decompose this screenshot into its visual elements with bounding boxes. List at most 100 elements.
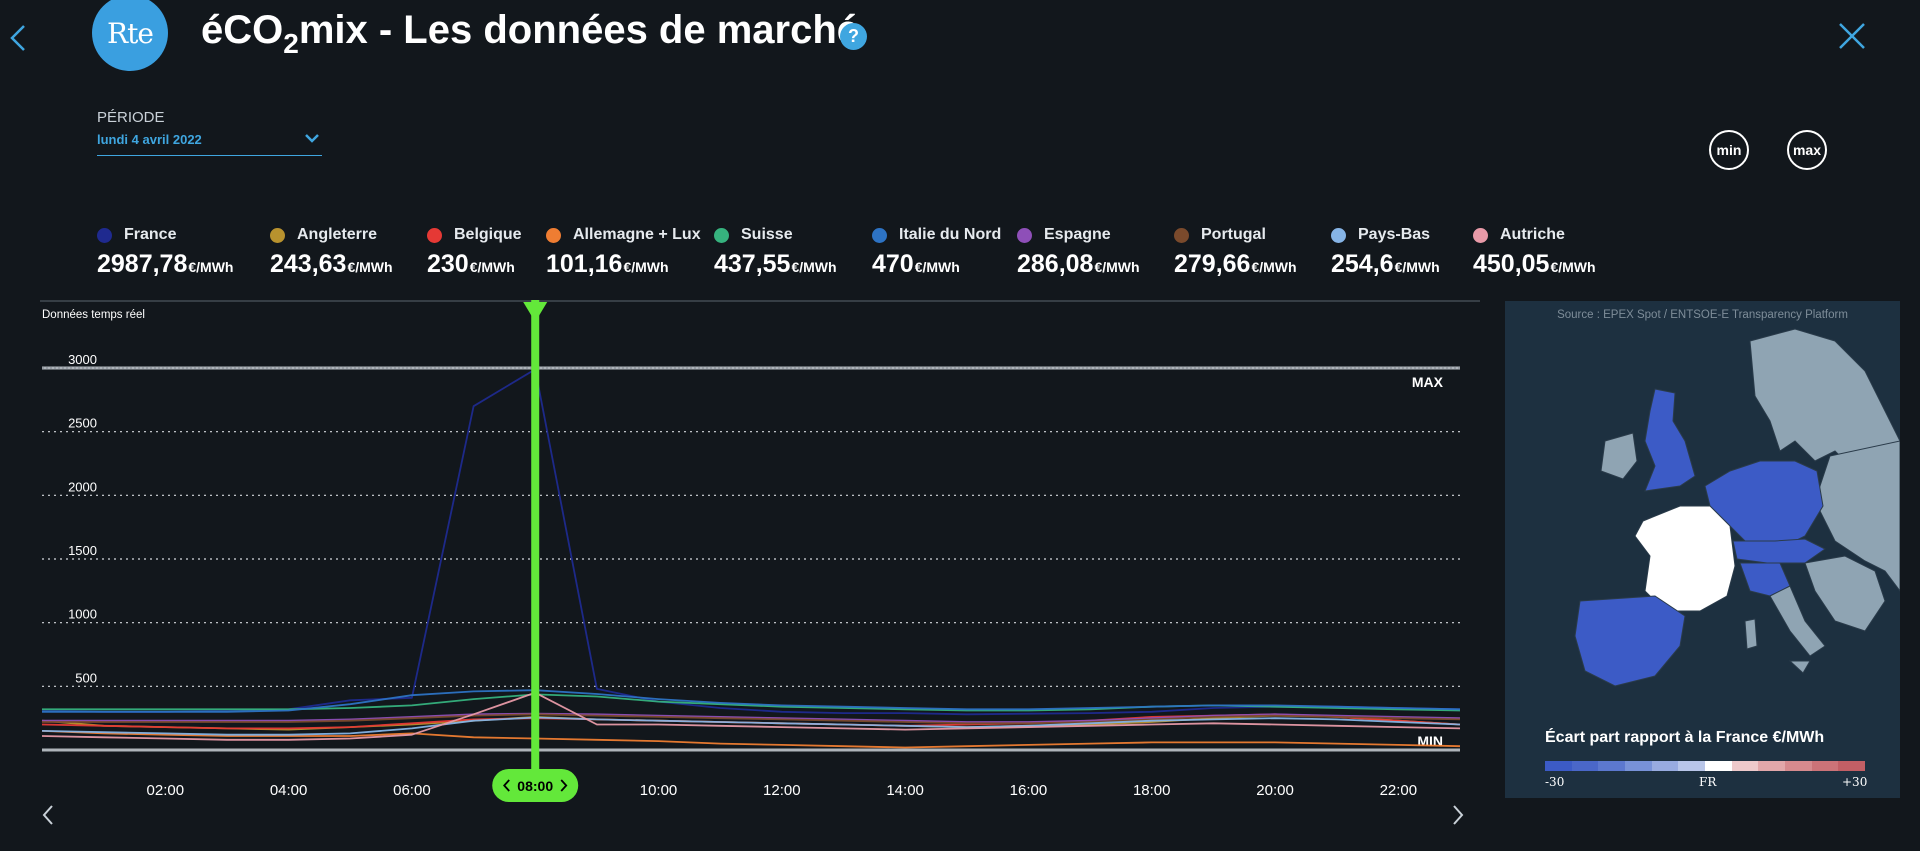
legend-value: 437,55 [714, 250, 791, 278]
legend-dot [546, 227, 561, 243]
legend-name: Belgique [454, 226, 522, 243]
map-region-alps [1732, 538, 1826, 564]
x-tick-label: 04:00 [270, 782, 308, 799]
y-tick-label: 1500 [68, 543, 97, 558]
legend-dot [1331, 227, 1346, 243]
min-button[interactable]: min [1709, 130, 1749, 170]
legend-unit: €/MWh [347, 259, 393, 275]
cursor-right-chevron [560, 779, 568, 792]
series-line-france [41, 368, 1461, 716]
map-region-ireland [1600, 432, 1638, 480]
help-icon[interactable]: ? [840, 23, 867, 50]
rte-logo: Rte [92, 0, 168, 71]
y-tick-label: 2500 [68, 416, 97, 431]
legend-value: 286,08 [1017, 250, 1094, 278]
chevron-down-icon [305, 134, 319, 143]
cursor-time-label: 08:00 [517, 778, 553, 794]
legend-value: 254,6 [1331, 250, 1394, 278]
map-region-balkans [1804, 555, 1886, 632]
legend-dot [714, 227, 729, 243]
legend-dot [1473, 227, 1488, 243]
period-select[interactable]: lundi 4 avril 2022 [97, 131, 322, 156]
price-chart: Données temps réel 500 1000 1500 2000 2500 300… [40, 300, 1480, 802]
next-day-icon[interactable] [1448, 802, 1468, 828]
y-tick-label: 2000 [68, 479, 97, 494]
legend-item[interactable]: Portugal 279,66€/MWh [1174, 226, 1297, 279]
legend-name: Pays-Bas [1358, 226, 1431, 243]
map-legend-title: Écart part rapport à la France €/MWh [1545, 729, 1825, 746]
legend-name: Portugal [1201, 226, 1266, 243]
map-region-iberia [1574, 595, 1686, 687]
y-tick-label: 3000 [68, 352, 97, 367]
legend-dot [1174, 227, 1189, 243]
map-region-sardinia [1744, 618, 1758, 650]
legend-name: Allemagne + Lux [573, 226, 701, 243]
legend-item[interactable]: Belgique 230€/MWh [427, 226, 522, 279]
map-color-scale [1545, 761, 1866, 771]
scale-min-label: -30 [1545, 775, 1565, 789]
legend-name: Espagne [1044, 226, 1111, 243]
max-label: MAX [1412, 374, 1444, 390]
x-tick-label: 02:00 [147, 782, 185, 799]
legend-item[interactable]: Espagne 286,08€/MWh [1017, 226, 1140, 279]
legend-value: 279,66 [1174, 250, 1251, 278]
map-region-italy-south [1769, 585, 1826, 657]
y-tick-label: 500 [75, 670, 97, 685]
legend-value: 230 [427, 250, 469, 278]
legend-item[interactable]: France 2987,78€/MWh [97, 226, 233, 279]
legend-item[interactable]: Italie du Nord 470€/MWh [872, 226, 1001, 279]
legend-name: Autriche [1500, 226, 1565, 243]
series-line-espagne [42, 712, 1461, 723]
legend-unit: €/MWh [791, 259, 837, 275]
series-line-autriche [41, 691, 1461, 741]
series-line-italie-du-nord [42, 689, 1461, 713]
x-tick-label: 12:00 [763, 782, 801, 799]
period-value: lundi 4 avril 2022 [97, 132, 202, 147]
map-region-sicily [1788, 660, 1811, 674]
x-tick-label: 18:00 [1133, 782, 1171, 799]
map-svg [1574, 328, 1900, 687]
legend-item[interactable]: Angleterre 243,63€/MWh [270, 226, 393, 279]
legend-name: Italie du Nord [899, 226, 1002, 243]
legend-unit: €/MWh [1094, 259, 1140, 275]
legend-unit: €/MWh [914, 259, 960, 275]
legend-name: Suisse [741, 226, 793, 243]
legend-value: 450,05 [1473, 250, 1550, 278]
legend-unit: €/MWh [1394, 259, 1440, 275]
back-arrow-icon[interactable] [4, 18, 34, 58]
legend-item[interactable]: Autriche 450,05€/MWh [1473, 226, 1596, 279]
chart-data-label: Données temps réel [42, 309, 145, 321]
legend-dot [97, 227, 112, 243]
x-tick-label: 14:00 [886, 782, 924, 799]
x-tick-label: 06:00 [393, 782, 431, 799]
map-region-gb [1644, 388, 1696, 492]
legend-dot [427, 227, 442, 243]
legend-unit: €/MWh [469, 259, 515, 275]
x-tick-label: 22:00 [1380, 782, 1418, 799]
legend-unit: €/MWh [623, 259, 669, 275]
legend-value: 470 [872, 250, 914, 278]
page-title: éCO2mix - Les données de marché [201, 8, 860, 59]
period-label: PÉRIODE [97, 109, 165, 126]
legend-item[interactable]: Allemagne + Lux 101,16€/MWh [546, 226, 701, 279]
legend-name: France [124, 226, 177, 243]
cursor-left-chevron [503, 779, 510, 792]
cursor-pill [492, 769, 579, 802]
legend-item[interactable]: Pays-Bas 254,6€/MWh [1331, 226, 1440, 279]
map-region-france [1634, 505, 1736, 612]
legend-dot [872, 227, 887, 243]
max-button[interactable]: max [1787, 130, 1827, 170]
scale-mid-label: FR [1699, 775, 1717, 789]
map-source: Source : EPEX Spot / ENTSOE-E Transparen… [1557, 309, 1848, 321]
legend-value: 101,16 [546, 250, 623, 278]
legend-value: 2987,78 [97, 250, 188, 278]
legend-unit: €/MWh [1251, 259, 1297, 275]
x-tick-label: 20:00 [1256, 782, 1294, 799]
previous-day-icon[interactable] [38, 802, 58, 828]
series-line-portugal [42, 713, 1461, 725]
close-icon[interactable] [1832, 16, 1872, 56]
y-tick-label: 1000 [68, 607, 97, 622]
legend-unit: €/MWh [188, 259, 234, 275]
legend-dot [1017, 227, 1032, 243]
legend-item[interactable]: Suisse 437,55€/MWh [714, 226, 837, 279]
